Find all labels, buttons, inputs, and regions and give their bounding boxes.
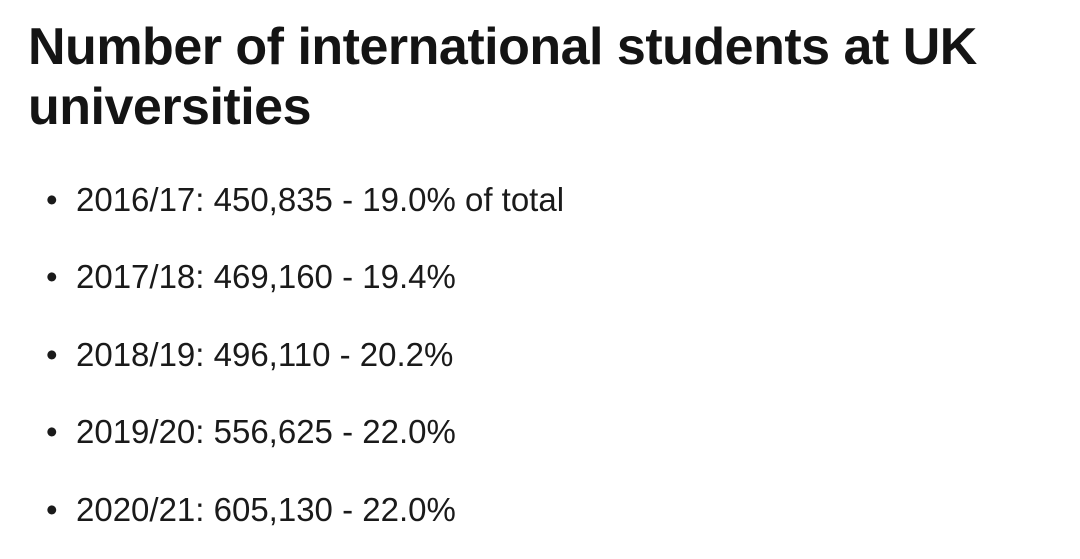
list-item: 2017/18: 469,160 - 19.4% — [76, 257, 1048, 297]
data-list: 2016/17: 450,835 - 19.0% of total 2017/1… — [28, 180, 1048, 530]
list-item: 2018/19: 496,110 - 20.2% — [76, 335, 1048, 375]
list-item: 2016/17: 450,835 - 19.0% of total — [76, 180, 1048, 220]
list-item: 2019/20: 556,625 - 22.0% — [76, 412, 1048, 452]
list-item: 2020/21: 605,130 - 22.0% — [76, 490, 1048, 530]
page-title: Number of international students at UK u… — [28, 18, 1048, 138]
